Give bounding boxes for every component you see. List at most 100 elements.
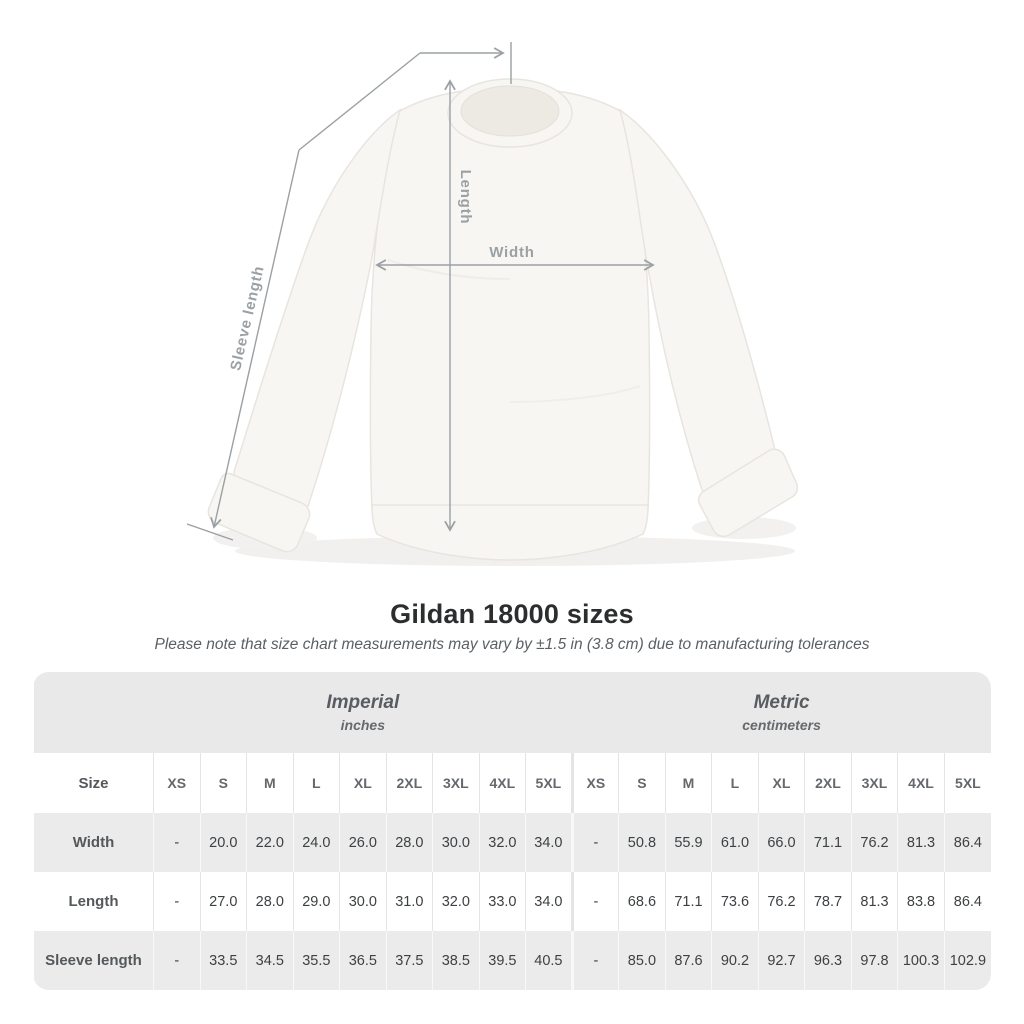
- table-cell: 32.0: [478, 813, 526, 872]
- col-header: XS: [153, 753, 201, 813]
- table-cell: 76.2: [757, 872, 805, 931]
- unit-header-imperial: Imperial inches: [153, 672, 573, 753]
- table-cell: 40.5: [525, 931, 573, 990]
- table-cell: 30.0: [432, 813, 480, 872]
- table-cell: 37.5: [385, 931, 433, 990]
- size-table: Imperial inches Metric centimeters Size …: [33, 672, 991, 990]
- row-label: Width: [72, 834, 115, 851]
- table-cell: 39.5: [478, 931, 526, 990]
- length-label: Length: [457, 170, 474, 225]
- table-cell: 36.5: [339, 931, 387, 990]
- col-header: 5XL: [943, 753, 991, 813]
- shoulder-reference-line: [298, 52, 421, 151]
- table-cell: 102.9: [943, 931, 991, 990]
- col-header: M: [664, 753, 712, 813]
- table-cell: 50.8: [618, 813, 666, 872]
- row-label: Length: [68, 893, 119, 910]
- col-header: XL: [339, 753, 387, 813]
- table-cell: 28.0: [246, 872, 294, 931]
- cuff-tick: [186, 523, 234, 541]
- table-cell: 71.1: [664, 872, 712, 931]
- table-cell: 35.5: [292, 931, 340, 990]
- table-cell: -: [153, 931, 201, 990]
- table-cell: 34.5: [246, 931, 294, 990]
- metric-label: Metric: [753, 692, 810, 713]
- table-cell: -: [570, 813, 619, 872]
- table-cell: 31.0: [385, 872, 433, 931]
- col-header: XL: [757, 753, 805, 813]
- table-cell: 34.0: [525, 813, 573, 872]
- col-header: 4XL: [478, 753, 526, 813]
- table-cell: 38.5: [432, 931, 480, 990]
- col-header: S: [199, 753, 247, 813]
- table-cell: -: [570, 931, 619, 990]
- table-cell: 96.3: [804, 931, 852, 990]
- garment-illustration: [207, 78, 799, 566]
- table-cell: 100.3: [897, 931, 945, 990]
- table-cell: 90.2: [711, 931, 759, 990]
- col-header: XS: [570, 753, 619, 813]
- table-cell: 97.8: [850, 931, 898, 990]
- sleeve-length-line: [210, 149, 300, 529]
- col-header: S: [618, 753, 666, 813]
- table-cell: 66.0: [757, 813, 805, 872]
- table-cell: -: [153, 813, 201, 872]
- size-header-row: Size XS S M L XL 2XL 3XL 4XL 5XL XS S M …: [33, 753, 991, 813]
- unit-header-row: Imperial inches Metric centimeters: [33, 672, 991, 753]
- size-chart-note: Please note that size chart measurements…: [154, 636, 870, 653]
- width-label: Width: [489, 244, 535, 261]
- sweatshirt-measurement-diagram: Length Width Sleeve length: [186, 42, 799, 566]
- table-cell: -: [570, 872, 619, 931]
- col-header: 2XL: [385, 753, 433, 813]
- table-cell: 22.0: [246, 813, 294, 872]
- table-cell: 24.0: [292, 813, 340, 872]
- table-cell: 61.0: [711, 813, 759, 872]
- table-cell: 71.1: [804, 813, 852, 872]
- table-cell: 20.0: [199, 813, 247, 872]
- table-cell: 27.0: [199, 872, 247, 931]
- metric-unit: centimeters: [742, 717, 821, 733]
- measurement-lines: [186, 42, 655, 541]
- table-cell: 78.7: [804, 872, 852, 931]
- table-cell: 28.0: [385, 813, 433, 872]
- col-header: L: [292, 753, 340, 813]
- width-row: Width - 20.0 22.0 24.0 26.0 28.0 30.0 32…: [33, 813, 991, 872]
- col-header: M: [246, 753, 294, 813]
- col-header: 2XL: [804, 753, 852, 813]
- col-header: L: [711, 753, 759, 813]
- table-cell: 73.6: [711, 872, 759, 931]
- col-header: 3XL: [850, 753, 898, 813]
- table-cell: 33.5: [199, 931, 247, 990]
- table-cell: 92.7: [757, 931, 805, 990]
- table-cell: 76.2: [850, 813, 898, 872]
- table-cell: 87.6: [664, 931, 712, 990]
- size-table-container: Imperial inches Metric centimeters Size …: [33, 672, 991, 990]
- length-row: Length - 27.0 28.0 29.0 30.0 31.0 32.0 3…: [33, 872, 991, 931]
- table-cell: 86.4: [943, 813, 991, 872]
- table-cell: 86.4: [943, 872, 991, 931]
- col-header: 5XL: [525, 753, 573, 813]
- size-chart-title: Gildan 18000 sizes: [390, 599, 634, 629]
- imperial-label: Imperial: [326, 692, 400, 713]
- table-cell: 81.3: [850, 872, 898, 931]
- table-cell: 30.0: [339, 872, 387, 931]
- table-cell: 33.0: [478, 872, 526, 931]
- imperial-unit: inches: [340, 717, 385, 733]
- size-col-header: Size: [78, 774, 109, 792]
- table-cell: -: [153, 872, 201, 931]
- table-cell: 85.0: [618, 931, 666, 990]
- col-header: 4XL: [897, 753, 945, 813]
- col-header: 3XL: [432, 753, 480, 813]
- unit-header-blank: [33, 672, 154, 753]
- table-cell: 81.3: [897, 813, 945, 872]
- table-cell: 83.8: [897, 872, 945, 931]
- table-cell: 26.0: [339, 813, 387, 872]
- table-cell: 68.6: [618, 872, 666, 931]
- sleeve-length-row: Sleeve length - 33.5 34.5 35.5 36.5 37.5…: [33, 931, 991, 990]
- unit-header-metric: Metric centimeters: [572, 672, 991, 753]
- table-cell: 55.9: [664, 813, 712, 872]
- row-label: Sleeve length: [45, 952, 142, 969]
- table-cell: 34.0: [525, 872, 573, 931]
- table-cell: 32.0: [432, 872, 480, 931]
